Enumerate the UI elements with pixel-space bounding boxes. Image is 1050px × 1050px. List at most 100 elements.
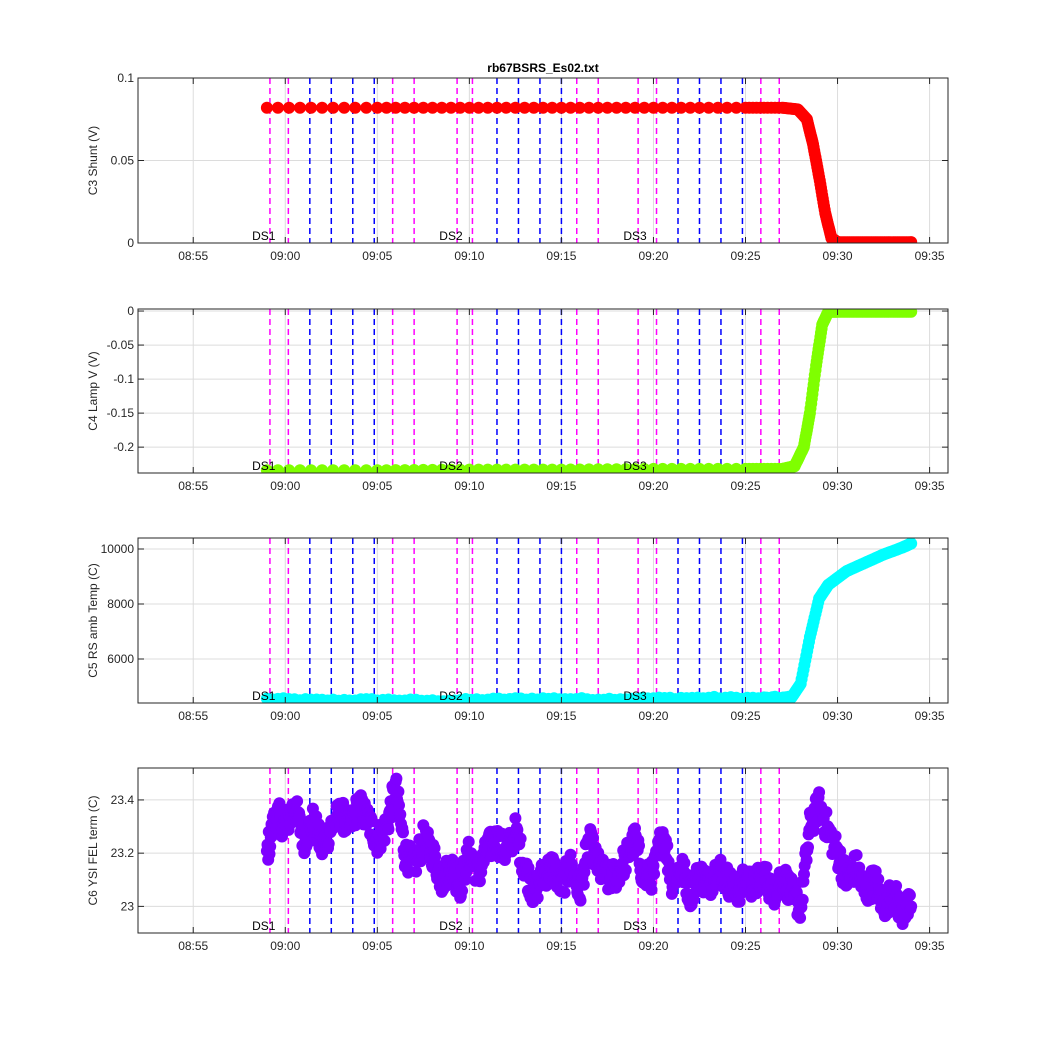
x-tick-label: 08:55	[178, 249, 208, 263]
axes-box	[137, 767, 949, 934]
data-point	[573, 101, 586, 114]
data-point	[813, 786, 826, 799]
x-tick-label: 09:30	[823, 479, 853, 493]
data-point	[398, 464, 411, 473]
plot-content	[260, 768, 918, 933]
data-point	[794, 911, 807, 924]
data-point	[802, 841, 814, 854]
data-point	[305, 464, 317, 473]
y-tick-label: 10000	[101, 542, 135, 556]
data-point	[408, 464, 421, 473]
plot-content	[260, 78, 918, 243]
data-point	[903, 889, 916, 902]
data-point	[481, 463, 494, 473]
data-point	[583, 463, 595, 473]
x-tick-label: 08:55	[178, 939, 208, 953]
data-point	[417, 101, 430, 114]
data-point	[711, 462, 724, 473]
data-point	[656, 462, 669, 473]
data-point	[393, 799, 405, 812]
y-tick-label: -0.2	[113, 440, 134, 454]
x-tick-label: 09:25	[730, 709, 760, 723]
data-point	[564, 101, 577, 114]
data-point	[578, 866, 591, 879]
data-point	[629, 101, 641, 114]
chart-panel-2: DS1 DS2 DS3 08:55 09:00 09:05 09:10 09:15 09:20 0…	[86, 304, 949, 493]
data-point	[527, 101, 540, 114]
data-point	[665, 101, 678, 114]
data-point	[905, 538, 918, 550]
data-point	[610, 101, 623, 114]
x-tick-label: 09:35	[915, 249, 945, 263]
x-tick-label: 09:15	[546, 709, 576, 723]
annotation-label: DS3	[623, 689, 647, 703]
x-tick-label: 09:35	[915, 479, 945, 493]
data-point	[610, 463, 623, 473]
plot-content	[260, 538, 918, 703]
chart-panel-4: DS1 DS2 DS3 08:55 09:00 09:05 09:10 09:15 09:20 0…	[86, 767, 949, 953]
data-point	[293, 810, 306, 823]
data-point	[702, 462, 715, 473]
data-point	[522, 861, 535, 874]
data-point	[587, 831, 599, 844]
data-point	[675, 462, 688, 473]
data-point	[514, 832, 527, 845]
data-point	[564, 848, 577, 861]
x-tick-label: 09:20	[638, 709, 668, 723]
annotation-label: DS3	[623, 459, 647, 473]
data-point	[558, 886, 571, 899]
data-point	[392, 785, 405, 798]
annotation-label: DS1	[252, 689, 276, 703]
data-point	[619, 463, 632, 473]
x-tick-label: 09:10	[454, 249, 484, 263]
data-point	[294, 101, 306, 114]
data-point	[408, 101, 421, 114]
data-point	[472, 101, 485, 114]
data-point	[338, 101, 351, 114]
annotation-label: DS2	[439, 689, 463, 703]
data-point	[850, 849, 863, 862]
data-point	[378, 834, 391, 847]
y-tick-label: 6000	[107, 652, 134, 666]
data-point	[872, 873, 885, 886]
y-tick-label: 0.05	[111, 154, 135, 168]
x-tick-label: 09:20	[638, 249, 668, 263]
data-point	[518, 463, 531, 473]
data-point	[601, 101, 614, 114]
data-point	[592, 463, 605, 473]
x-tick-label: 09:05	[362, 939, 392, 953]
x-tick-label: 09:35	[915, 709, 945, 723]
data-point	[546, 101, 559, 114]
data-point	[693, 462, 706, 473]
x-tick-label: 09:05	[362, 249, 392, 263]
data-point	[721, 462, 734, 473]
data-point	[905, 900, 918, 913]
data-point	[500, 463, 513, 473]
plot-area	[138, 538, 948, 703]
data-point	[338, 464, 351, 473]
x-tick-label: 09:10	[454, 939, 484, 953]
data-point	[796, 893, 809, 906]
data-point	[394, 808, 407, 821]
data-point	[721, 101, 734, 114]
y-tick-label: -0.05	[107, 338, 135, 352]
data-point	[454, 101, 467, 114]
data-point	[260, 101, 273, 114]
data-point	[389, 464, 402, 473]
data-point	[456, 884, 469, 897]
x-tick-label: 08:55	[178, 479, 208, 493]
data-point	[462, 835, 475, 848]
data-point	[349, 101, 362, 114]
data-point	[327, 101, 340, 114]
data-point	[472, 463, 485, 473]
data-point	[661, 839, 674, 852]
data-point	[633, 839, 645, 852]
y-tick-label: -0.1	[113, 372, 134, 386]
data-point	[371, 101, 384, 114]
data-point	[678, 857, 691, 869]
data-point	[711, 101, 724, 114]
y-tick-label: 0.1	[117, 71, 134, 85]
axes-box	[137, 537, 949, 704]
y-tick-label: 23.4	[111, 793, 135, 807]
x-tick-label: 09:05	[362, 709, 392, 723]
